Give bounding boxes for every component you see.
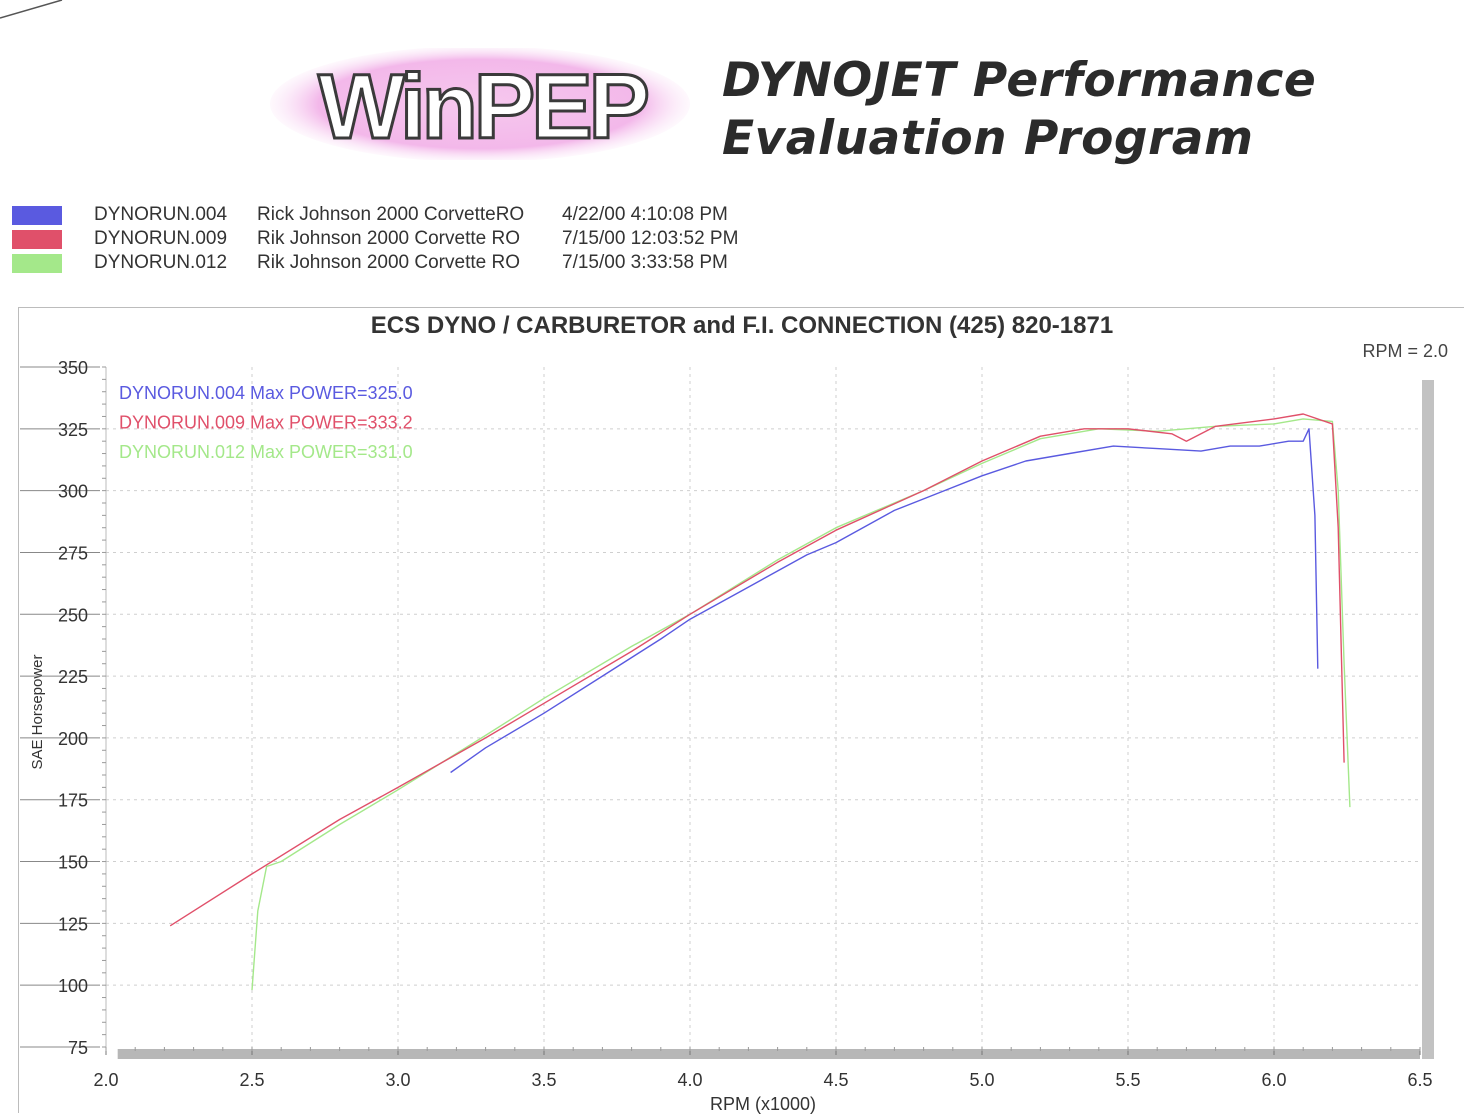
legend-entry: DYNORUN.004 Max POWER=325.0: [119, 383, 413, 403]
scan-corner-mark: [0, 0, 63, 19]
run-file: DYNORUN.009: [94, 228, 228, 249]
plot-right-band: [1422, 380, 1434, 1059]
chart-frame: [18, 307, 1464, 1113]
run-timestamp: 4/22/00 4:10:08 PM: [562, 204, 728, 225]
run-description: Rik Johnson 2000 Corvette RO: [257, 252, 520, 273]
x-tick-label: 3.5: [531, 1070, 556, 1090]
x-tick-label: 5.0: [969, 1070, 994, 1090]
legend-entry: DYNORUN.009 Max POWER=333.2: [119, 413, 413, 433]
run-timestamp: 7/15/00 12:03:52 PM: [562, 228, 739, 249]
legend-entry: DYNORUN.012 Max POWER=331.0: [119, 442, 413, 462]
x-tick-label: 4.0: [677, 1070, 702, 1090]
x-tick-label: 2.5: [239, 1070, 264, 1090]
winpep-logo: WinPEP: [270, 48, 690, 160]
run-color-swatch: [12, 206, 62, 225]
y-tick-label: 100: [58, 976, 88, 996]
x-tick-label: 6.0: [1261, 1070, 1286, 1090]
run-color-swatch: [12, 254, 62, 273]
y-tick-label: 125: [58, 914, 88, 934]
svg-text:WinPEP: WinPEP: [318, 56, 648, 158]
y-axis-label: SAE Horsepower: [29, 654, 46, 769]
y-tick-label: 200: [58, 729, 88, 749]
program-title: DYNOJET Performance Evaluation Program: [722, 52, 1316, 168]
run-file: DYNORUN.012: [94, 252, 228, 273]
y-tick-label: 300: [58, 482, 88, 502]
x-tick-label: 3.0: [385, 1070, 410, 1090]
run-description: Rik Johnson 2000 Corvette RO: [257, 228, 520, 249]
y-tick-label: 275: [58, 543, 88, 563]
program-title-line1: DYNOJET Performance: [722, 53, 1317, 108]
y-tick-label: 225: [58, 667, 88, 687]
run-color-swatch: [12, 230, 62, 249]
rpm-corner-note: RPM = 2.0: [1362, 341, 1448, 361]
x-tick-label: 4.5: [823, 1070, 848, 1090]
chart-title: ECS DYNO / CARBURETOR and F.I. CONNECTIO…: [371, 312, 1113, 339]
run-file: DYNORUN.004: [94, 204, 228, 225]
x-tick-label: 2.0: [93, 1070, 118, 1090]
series-line-dynorun-009: [169, 413, 1345, 927]
series-line-dynorun-012: [251, 418, 1351, 991]
run-description: Rick Johnson 2000 CorvetteRO: [257, 204, 525, 225]
y-tick-label: 350: [58, 358, 88, 378]
plot-bottom-band: [117, 1049, 1420, 1059]
y-tick-label: 175: [58, 791, 88, 811]
y-tick-label: 150: [58, 853, 88, 873]
y-tick-label: 250: [58, 605, 88, 625]
x-tick-label: 5.5: [1115, 1070, 1140, 1090]
x-axis-label: RPM (x1000): [710, 1094, 816, 1114]
program-title-line2: Evaluation Program: [722, 111, 1254, 166]
y-tick-label: 325: [58, 420, 88, 440]
series-line-dynorun-004: [450, 428, 1319, 774]
y-tick-label: 75: [68, 1038, 88, 1058]
run-timestamp: 7/15/00 3:33:58 PM: [562, 252, 728, 273]
x-tick-label: 6.5: [1407, 1070, 1432, 1090]
